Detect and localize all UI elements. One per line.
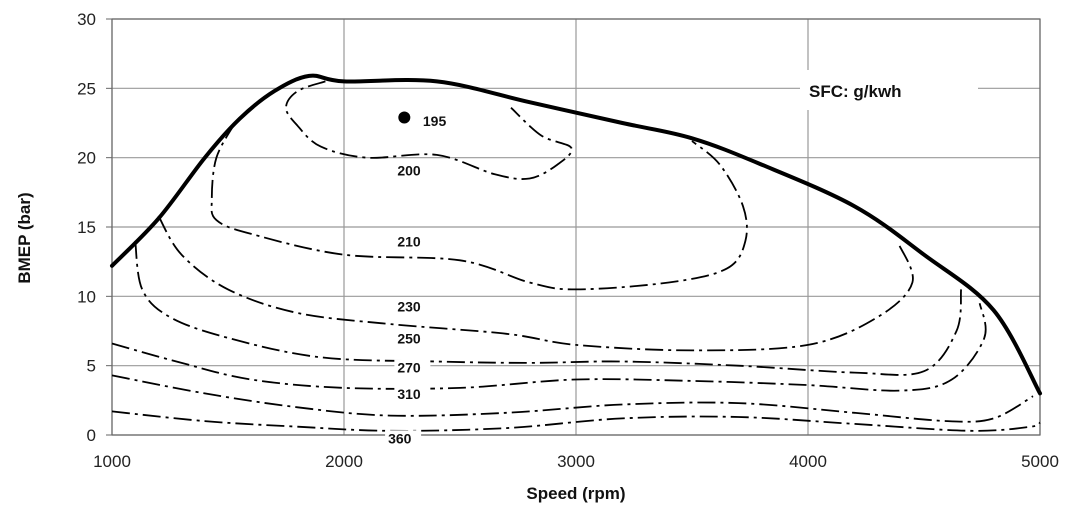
contour-label-bg — [385, 430, 422, 448]
y-tick-label: 25 — [77, 79, 96, 98]
sfc-contour-200 — [285, 80, 573, 180]
contour-label-bg — [394, 330, 431, 348]
contour-label-bg — [394, 359, 431, 377]
contour-label-bg — [394, 162, 431, 180]
y-tick-label: 15 — [77, 218, 96, 237]
full-load-curve — [110, 73, 1042, 396]
contour-label-250: 250 — [397, 330, 421, 346]
contour-label-270: 270 — [397, 360, 421, 376]
y-axis-title: BMEP (bar) — [15, 192, 34, 283]
contour-labels: 195 200 210 230 250 270 310 360 — [385, 112, 456, 448]
legend-sfc-units: SFC: g/kwh — [809, 82, 902, 101]
sfc-contour-360 — [111, 410, 1041, 432]
contour-label-200: 200 — [397, 163, 421, 179]
contour-label-bg — [419, 112, 456, 130]
sfc-contour-210 — [210, 122, 748, 291]
contour-label-210: 210 — [397, 233, 421, 249]
contour-label-195: 195 — [423, 113, 447, 129]
y-tick-label: 30 — [77, 10, 96, 29]
contour-label-bg — [394, 298, 431, 316]
contour-label-230: 230 — [397, 299, 421, 315]
y-tick-label: 10 — [77, 287, 96, 306]
sfc-contour-230 — [157, 215, 914, 352]
legend-box — [800, 70, 978, 110]
x-tick-label: 2000 — [325, 452, 363, 471]
contour-label-bg — [394, 233, 431, 251]
y-tick-label: 0 — [87, 426, 96, 445]
x-tick-label: 5000 — [1021, 452, 1059, 471]
sfc-contour-270 — [111, 303, 987, 392]
sfc-contour-310 — [111, 374, 1034, 423]
y-tick-label: 20 — [77, 149, 96, 168]
x-axis-title: Speed (rpm) — [526, 484, 625, 503]
x-tick-label: 1000 — [93, 452, 131, 471]
sfc-contour-250 — [134, 240, 962, 376]
contour-label-bg — [394, 385, 431, 403]
tick-labels: 1000 2000 3000 4000 5000 0 5 10 15 20 25 30 — [77, 10, 1059, 471]
contour-label-360: 360 — [388, 430, 412, 446]
contour-label-310: 310 — [397, 386, 421, 402]
x-tick-label: 4000 — [789, 452, 827, 471]
plot-area-border — [111, 18, 1041, 436]
sfc-minimum-point — [398, 111, 411, 124]
contour-lines — [110, 73, 1042, 432]
y-tick-label: 5 — [87, 357, 96, 376]
x-tick-label: 3000 — [557, 452, 595, 471]
